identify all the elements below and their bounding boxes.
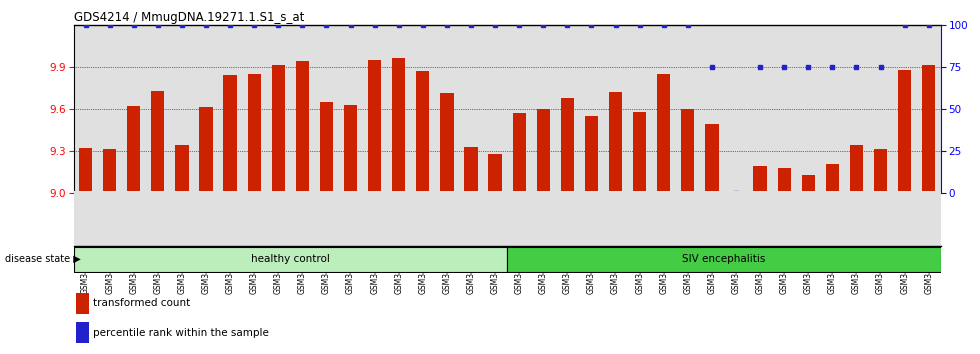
Bar (368, 60, 381, 193)
Bar (658, 74, 670, 193)
Text: healthy control: healthy control (251, 254, 329, 264)
FancyBboxPatch shape (74, 246, 508, 272)
Bar (271, 65, 285, 193)
Bar (199, 108, 213, 193)
Bar (681, 109, 695, 193)
FancyBboxPatch shape (508, 246, 941, 272)
Bar (248, 74, 261, 193)
Bar (585, 116, 598, 193)
Bar (465, 147, 477, 193)
Bar (392, 58, 406, 193)
Bar (754, 166, 766, 193)
Bar (127, 106, 140, 193)
Bar (729, 192, 743, 193)
Bar (706, 124, 718, 193)
Bar (344, 105, 357, 193)
Text: GDS4214 / MmugDNA.19271.1.S1_s_at: GDS4214 / MmugDNA.19271.1.S1_s_at (74, 11, 304, 24)
Text: percentile rank within the sample: percentile rank within the sample (93, 327, 270, 338)
Text: transformed count: transformed count (93, 298, 191, 308)
Bar (777, 168, 791, 193)
Bar (319, 102, 333, 193)
Bar (898, 70, 911, 193)
Bar (223, 75, 237, 193)
Bar (537, 109, 550, 193)
Bar (151, 91, 165, 193)
Bar (609, 92, 622, 193)
Bar (296, 61, 309, 193)
Bar (922, 65, 935, 193)
Bar (561, 98, 574, 193)
Bar (874, 149, 887, 193)
Bar (802, 175, 815, 193)
Bar (79, 148, 92, 193)
Bar (513, 113, 526, 193)
Bar (175, 145, 188, 193)
Text: SIV encephalitis: SIV encephalitis (682, 254, 765, 264)
Text: disease state ▶: disease state ▶ (5, 254, 80, 264)
Bar (440, 93, 454, 193)
Bar (633, 112, 646, 193)
Bar (416, 71, 429, 193)
Bar (850, 145, 863, 193)
Bar (76, 293, 89, 314)
Bar (826, 164, 839, 193)
Bar (76, 322, 89, 343)
Bar (488, 154, 502, 193)
Bar (103, 149, 117, 193)
